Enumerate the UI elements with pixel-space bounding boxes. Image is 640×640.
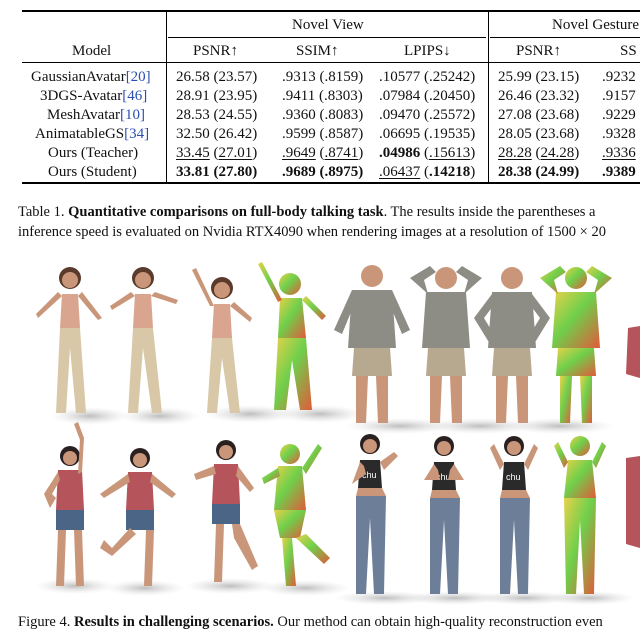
table-cell: .09470 (.25572): [379, 107, 476, 123]
table-cell: .06437 (.14218): [379, 164, 476, 180]
table-cell: .9599 (.8587): [282, 126, 364, 142]
table-cell: .9229: [602, 107, 636, 123]
figure-image: chu chu chu: [35, 262, 640, 605]
avatar-dancer-pose-3: [194, 440, 258, 582]
table-cell: .9157: [602, 88, 636, 104]
table-cell: .07984 (.20450): [379, 88, 476, 104]
col-header-model: Model: [72, 43, 112, 59]
table-mid-rule-1: [168, 37, 486, 38]
table-cell: 28.91 (23.95): [176, 88, 258, 104]
table-cell: 25.99 (23.15): [498, 69, 580, 85]
table-cell: 28.28 (24.28): [498, 145, 580, 161]
col-header-nv-psnr: PSNR↑: [193, 43, 239, 59]
table-row-model: GaussianAvatar[20]: [31, 69, 151, 85]
avatar-normal-map-4: [554, 436, 606, 594]
table-cell: .9689 (.8975): [282, 164, 364, 180]
avatar-woman-jeans-pose-1: chu: [352, 434, 398, 594]
table-row-model: 3DGS-Avatar[46]: [40, 88, 148, 104]
table-cell: .9336: [602, 145, 636, 161]
table-cell: .9360 (.8083): [282, 107, 364, 123]
table-cell: 27.08 (23.68): [498, 107, 580, 123]
results-figure: chu chu chu: [0, 248, 640, 608]
avatar-woman-pose-3: [192, 268, 252, 413]
avatar-normal-map-1: [258, 262, 326, 410]
avatar-woman-pose-2: [110, 267, 178, 413]
table-row-model: MeshAvatar[10]: [47, 107, 146, 123]
table-header-rule: [22, 62, 640, 63]
table-bottom-rule: [22, 182, 640, 184]
avatar-man-pose-3: [474, 267, 550, 423]
avatar-woman-pose-1: [36, 267, 102, 413]
comparison-table: Novel View Novel Gesture Model PSNR↑ SSI…: [0, 0, 640, 190]
col-header-nv-lpips: LPIPS↓: [404, 43, 451, 59]
table-cell: .9232: [602, 69, 636, 85]
figure-caption: Figure 4. Results in challenging scenari…: [18, 614, 603, 630]
table-cell: .9649 (.8741): [282, 145, 364, 161]
shirt-logo-text: chu: [506, 472, 521, 482]
table-cell: .06695 (.19535): [379, 126, 476, 142]
col-header-ng-psnr: PSNR↑: [516, 43, 562, 59]
table-row-model: Ours (Teacher): [48, 145, 139, 161]
table-cell: 28.53 (24.55): [176, 107, 258, 123]
col-header-nv-ssim: SSIM↑: [296, 43, 339, 59]
table-cell: 26.46 (23.32): [498, 88, 580, 104]
table-cell: .9328: [602, 126, 636, 142]
avatar-normal-map-2: [540, 266, 612, 423]
table-caption-line2: inference speed is evaluated on Nvidia R…: [18, 224, 606, 240]
avatar-normal-map-3: [262, 444, 330, 586]
table-cell: .9313 (.8159): [282, 69, 364, 85]
table-cell: 28.05 (23.68): [498, 126, 580, 142]
table-cell: 26.58 (23.57): [176, 69, 258, 85]
table-cell: .9389: [602, 164, 636, 180]
table-cell: 33.45 (27.01): [176, 145, 258, 161]
table-cell: .9411 (.8303): [282, 88, 363, 104]
table-cell: 32.50 (26.42): [176, 126, 258, 142]
table-top-rule: [22, 10, 640, 12]
table-cell: 28.38 (24.99): [498, 164, 580, 180]
table-caption: Table 1. Quantitative comparisons on ful…: [18, 204, 596, 220]
table-vrule-2: [488, 10, 489, 182]
col-header-ng-ssim: SS: [620, 43, 637, 59]
table-cell: 33.81 (27.80): [176, 164, 258, 180]
shirt-logo-text: chu: [436, 472, 451, 482]
avatar-dancer-pose-2: [100, 448, 176, 586]
table-vrule-1: [166, 10, 167, 182]
avatar-dancer-pose-1: [44, 422, 84, 586]
table-mid-rule-1b: [490, 37, 640, 38]
table-cell: .10577 (.25242): [379, 69, 476, 85]
shirt-logo-text: chu: [362, 470, 377, 480]
avatar-man-pose-1: [334, 265, 410, 423]
group-header-novel-view: Novel View: [292, 17, 364, 33]
avatar-man-pose-2: [410, 266, 482, 423]
avatar-woman-jeans-pose-3: chu: [490, 436, 538, 594]
group-header-novel-gesture: Novel Gesture: [552, 17, 640, 33]
table-cell: .04986 (.15613): [379, 145, 476, 161]
avatar-woman-jeans-pose-2: chu: [424, 436, 464, 594]
table-row-model: AnimatableGS[34]: [35, 126, 150, 142]
table-row-model: Ours (Student): [48, 164, 137, 180]
